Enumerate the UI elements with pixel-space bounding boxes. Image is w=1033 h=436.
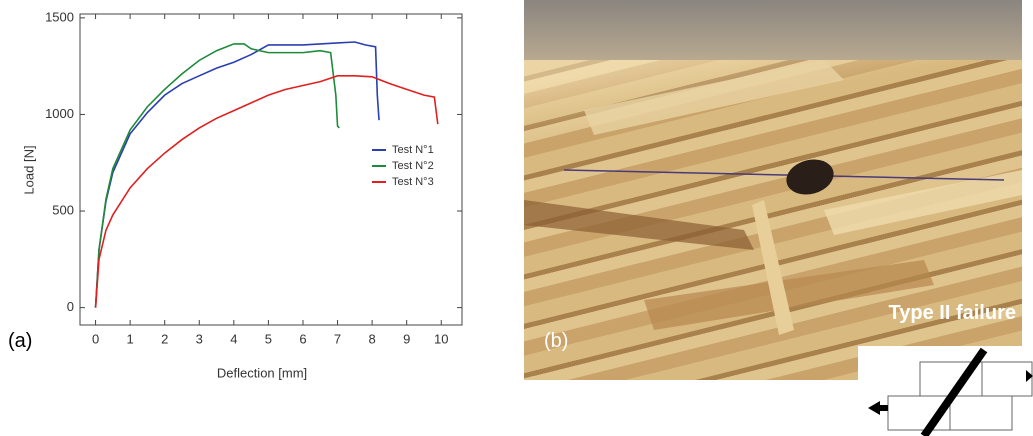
legend-label: Test N°1 xyxy=(392,144,434,156)
legend-label: Test N°2 xyxy=(392,160,434,172)
chart: Deflection [mm] Load [N] 0 500 1000 1500 0 1 2… xyxy=(21,9,463,380)
x-tick-label: 2 xyxy=(161,331,168,346)
x-tick-label: 9 xyxy=(403,331,410,346)
y-tick-label: 1500 xyxy=(45,9,74,24)
failure-label: Type II failure xyxy=(888,302,1016,324)
y-tick-label: 500 xyxy=(52,202,74,217)
panel-label: (b) xyxy=(544,330,569,352)
series-line xyxy=(94,43,340,308)
x-tick-label: 5 xyxy=(265,331,272,346)
failure-diagram xyxy=(858,346,1033,436)
x-tick-label: 3 xyxy=(196,331,203,346)
x-tick-label: 7 xyxy=(334,331,341,346)
wood-texture xyxy=(524,60,1022,335)
background xyxy=(524,0,1022,60)
photo: (b) Type II failure xyxy=(524,0,1022,380)
x-tick-label: 8 xyxy=(369,331,376,346)
x-axis-label: Deflection [mm] xyxy=(217,365,307,380)
x-tick-label: 0 xyxy=(92,331,99,346)
legend-label: Test N°3 xyxy=(392,176,434,188)
x-tick-label: 10 xyxy=(434,331,448,346)
series-line xyxy=(94,75,439,308)
y-tick-label: 1000 xyxy=(45,106,74,121)
x-tick-label: 1 xyxy=(127,331,134,346)
series-line xyxy=(94,41,380,308)
plot-frame xyxy=(79,13,463,326)
x-tick-label: 6 xyxy=(299,331,306,346)
panel-label: (a) xyxy=(8,330,33,352)
y-tick-label: 0 xyxy=(67,299,74,314)
x-tick-label: 4 xyxy=(230,331,237,346)
y-axis-label: Load [N] xyxy=(21,145,36,194)
